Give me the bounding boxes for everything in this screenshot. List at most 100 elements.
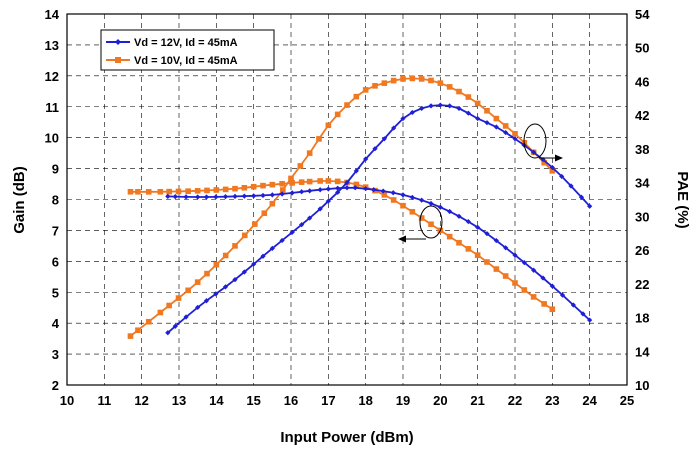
vd10-pae-point [316, 136, 322, 142]
pae-arrow-head-icon [555, 154, 563, 162]
vd10-pae-point [135, 327, 141, 334]
vd10-gain-point [279, 180, 285, 187]
vd12-gain-point [203, 194, 210, 200]
vd12-pae-point [465, 110, 471, 116]
vd10-pae-point [541, 159, 547, 166]
vd12-gain-point [465, 218, 471, 225]
vd12-gain-point [344, 185, 350, 191]
vd12-pae-point [363, 156, 369, 162]
y-left-axis-title: Gain (dB) [11, 166, 28, 234]
x-axis-title: Input Power (dBm) [280, 429, 413, 446]
vd10-gain-point [465, 246, 472, 252]
pae-ellipse-marker [523, 123, 547, 159]
vd10-gain-point [260, 182, 266, 189]
x-tick-label: 12 [134, 393, 148, 408]
vd10-pae-point [456, 88, 462, 95]
vd12-pae-point [493, 124, 499, 130]
x-tick-label: 18 [358, 393, 372, 408]
vd12-pae-point [437, 102, 443, 108]
vd10-pae-point [372, 83, 378, 89]
vd12-pae-point [251, 261, 257, 267]
vd12-gain-point [289, 190, 295, 196]
x-tick-label: 24 [582, 393, 597, 408]
vd10-gain-line [130, 180, 553, 311]
vd10-pae-point [502, 123, 509, 129]
pae-annotation [523, 123, 563, 162]
vd12-gain-point [400, 192, 406, 198]
vd10-pae-point [261, 210, 268, 217]
vd12-gain-point [279, 191, 285, 197]
y-left-tick-label: 10 [45, 131, 59, 146]
vd12-pae-point [372, 146, 378, 152]
vd10-gain-point [241, 184, 248, 191]
vd12-gain-point [493, 237, 499, 244]
vd10-gain-point [222, 186, 229, 193]
vd12-pae-point [344, 180, 350, 186]
vd10-gain-point [502, 273, 509, 279]
vd12-gain-point [512, 252, 518, 258]
vd10-gain-point [317, 178, 323, 184]
vd10-pae-point [446, 84, 453, 90]
vd10-pae-point [157, 309, 164, 316]
vd10-pae-point [297, 163, 304, 169]
vd10-gain-point [541, 301, 547, 307]
vd10-pae-point [409, 75, 416, 82]
y-right-tick-label: 22 [635, 277, 649, 292]
vd12-pae-point [165, 330, 171, 336]
vd10-pae-point [166, 302, 172, 309]
vd12-pae-point [549, 164, 555, 171]
vd10-pae-point [127, 333, 134, 339]
vd12-gain-point [299, 189, 305, 195]
vd12-pae-point [409, 109, 415, 116]
vd10-gain-point [334, 178, 341, 185]
vd12-pae-point [428, 103, 434, 109]
y-left-tick-label: 6 [52, 254, 59, 269]
vd10-pae-point [306, 150, 313, 156]
vd10-pae-point [288, 175, 294, 182]
vd12-pae-line [167, 104, 591, 334]
y-left-tick-label: 14 [45, 7, 60, 22]
vd12-gain-line [167, 186, 591, 321]
gain-arrow-head-icon [398, 235, 406, 243]
legend-label-vd10: Vd = 10V, Id = 45mA [134, 55, 238, 67]
y-left-tick-label: 9 [52, 162, 59, 177]
vd10-pae-line [129, 77, 553, 337]
vd10-pae-point [325, 122, 332, 129]
vd12-gain-point [371, 187, 377, 193]
y-right-tick-label: 38 [635, 142, 649, 157]
plot-frame [66, 13, 628, 386]
vd12-gain-point [380, 188, 386, 194]
vd10-gain-point [512, 280, 518, 286]
vd10-pae-point [512, 130, 518, 137]
vd12-gain-point [587, 317, 593, 323]
vd12-pae-point [391, 125, 397, 131]
vd10-gain-point [185, 188, 191, 194]
vd10-gain-point [549, 306, 556, 313]
vd10-gain-point [446, 233, 453, 240]
vd10-gain-point [456, 239, 462, 246]
vd10-gain-point [127, 188, 134, 195]
vd10-pae-point [465, 94, 472, 100]
vd12-gain-point [307, 188, 313, 194]
y-left-tick-label: 3 [52, 347, 59, 362]
y-right-tick-label: 26 [635, 243, 649, 258]
vd12-gain-point [325, 186, 331, 192]
x-tick-label: 11 [97, 393, 111, 408]
vd10-gain-point [409, 208, 416, 215]
y-left-tick-label: 8 [52, 193, 59, 208]
vd12-gain-point [222, 194, 229, 200]
vd12-pae-point [419, 105, 425, 112]
vd10-pae-point [549, 168, 556, 174]
vd12-gain-point [317, 187, 323, 193]
vd10-gain-point [289, 180, 295, 186]
vd10-gain-point [250, 183, 257, 190]
vd10-gain-point [135, 189, 141, 195]
vd12-pae-point [241, 269, 247, 275]
vd10-gain-point [232, 185, 238, 192]
y-right-tick-label: 46 [635, 74, 649, 89]
x-tick-label: 13 [172, 393, 186, 408]
vd10-gain-point [298, 179, 305, 185]
vd10-gain-point [166, 188, 172, 195]
vd12-pae-point [299, 222, 305, 228]
legend: Vd = 12V, Id = 45mA Vd = 10V, Id = 45mA [100, 29, 275, 71]
